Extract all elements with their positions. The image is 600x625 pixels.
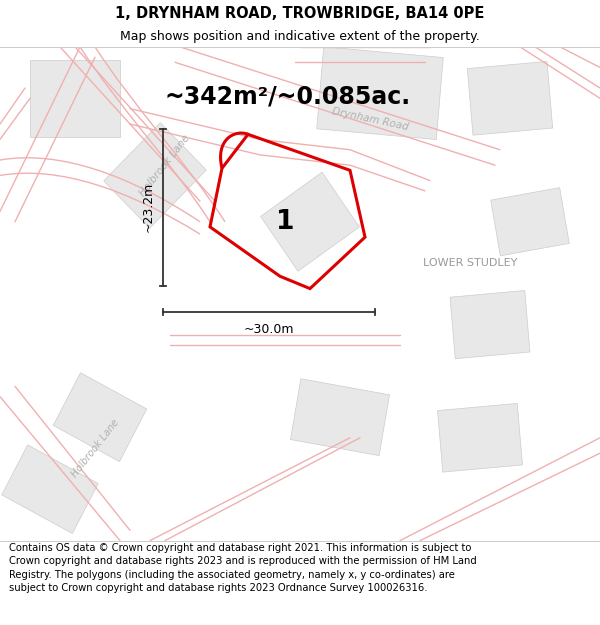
Text: Holbrook Lane: Holbrook Lane [138, 132, 192, 198]
Polygon shape [437, 403, 523, 472]
Polygon shape [491, 188, 569, 256]
Text: ~23.2m: ~23.2m [142, 182, 155, 232]
Text: Holbrook Lane: Holbrook Lane [70, 417, 121, 479]
Text: 1, DRYNHAM ROAD, TROWBRIDGE, BA14 0PE: 1, DRYNHAM ROAD, TROWBRIDGE, BA14 0PE [115, 6, 485, 21]
Polygon shape [30, 60, 120, 137]
Polygon shape [104, 122, 206, 228]
Polygon shape [317, 47, 443, 139]
Text: 1: 1 [276, 209, 294, 235]
Text: ~30.0m: ~30.0m [244, 322, 294, 336]
Text: Drynham Road: Drynham Road [331, 106, 409, 132]
Polygon shape [290, 379, 389, 456]
Text: ~342m²/~0.085ac.: ~342m²/~0.085ac. [165, 84, 411, 108]
Polygon shape [53, 372, 147, 462]
Text: Map shows position and indicative extent of the property.: Map shows position and indicative extent… [120, 30, 480, 43]
Text: Contains OS data © Crown copyright and database right 2021. This information is : Contains OS data © Crown copyright and d… [9, 543, 477, 592]
Polygon shape [260, 173, 359, 271]
Polygon shape [467, 61, 553, 135]
Text: LOWER STUDLEY: LOWER STUDLEY [423, 258, 517, 268]
Polygon shape [2, 445, 98, 534]
Polygon shape [450, 291, 530, 359]
